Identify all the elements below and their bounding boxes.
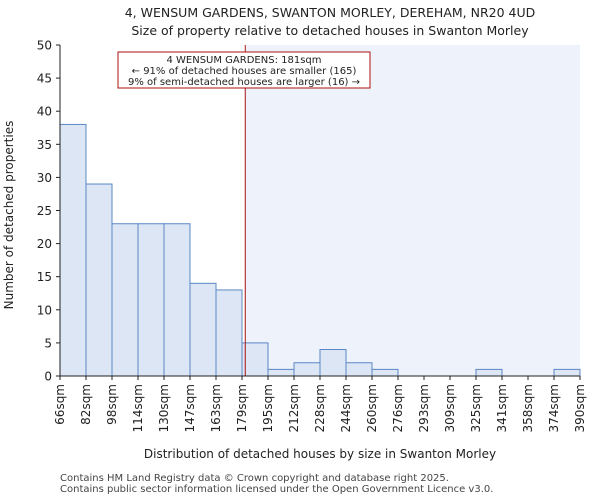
x-tick-label: 260sqm <box>365 384 379 432</box>
x-tick-label: 244sqm <box>339 384 353 432</box>
bar-114sqm <box>137 223 165 377</box>
bar-66sqm <box>59 123 87 377</box>
bar-98sqm <box>111 223 139 377</box>
y-tick-label: 50 <box>37 39 52 53</box>
x-tick-label: 212sqm <box>287 384 301 432</box>
x-tick-label: 276sqm <box>391 384 405 432</box>
bar-260sqm <box>371 368 399 377</box>
annotation-larger: 9% of semi-detached houses are larger (1… <box>128 77 360 88</box>
bars-group <box>59 123 581 377</box>
bar-374sqm <box>553 368 581 377</box>
annotation-box: 4 WENSUM GARDENS: 181sqm ← 91% of detach… <box>117 51 371 89</box>
bar-147sqm <box>189 282 217 377</box>
bar-212sqm <box>293 362 321 377</box>
x-tick-label: 228sqm <box>313 384 327 432</box>
histogram-chart: 4, WENSUM GARDENS, SWANTON MORLEY, DEREH… <box>2 5 587 461</box>
y-tick-label: 40 <box>37 105 52 119</box>
y-tick-label: 30 <box>37 171 52 185</box>
y-tick-label: 10 <box>37 303 52 317</box>
annotation-title: 4 WENSUM GARDENS: 181sqm <box>166 55 321 66</box>
y-tick-label: 35 <box>37 138 52 152</box>
x-ticks: 66sqm 82sqm 98sqm 114sqm 130sqm 147sqm 163sqm 1… <box>53 376 587 432</box>
chart-title: 4, WENSUM GARDENS, SWANTON MORLEY, DEREH… <box>125 5 536 20</box>
x-tick-label: 82sqm <box>79 384 93 425</box>
x-tick-label: 390sqm <box>573 384 587 432</box>
y-tick-label: 15 <box>37 270 52 284</box>
bar-82sqm <box>85 183 113 377</box>
footer-licence: Contains public sector information licen… <box>60 484 494 495</box>
y-axis-label: Number of detached properties <box>2 121 16 310</box>
y-tick-label: 45 <box>37 72 52 86</box>
x-tick-label: 358sqm <box>521 384 535 432</box>
footer-copyright: Contains HM Land Registry data © Crown c… <box>60 473 449 484</box>
annotation-smaller: ← 91% of detached houses are smaller (16… <box>132 66 357 77</box>
x-tick-label: 325sqm <box>469 384 483 432</box>
x-tick-label: 374sqm <box>547 384 561 432</box>
bar-179sqm <box>241 342 269 377</box>
y-tick-label: 25 <box>37 204 52 218</box>
y-tick-label: 20 <box>37 237 52 251</box>
x-tick-label: 163sqm <box>209 384 223 432</box>
y-ticks: 0 5 10 15 20 25 30 35 40 45 50 <box>37 39 60 384</box>
y-tick-label: 5 <box>44 336 52 350</box>
larger-region-shade <box>245 45 580 376</box>
annotation-border <box>117 51 371 89</box>
x-tick-label: 98sqm <box>105 384 119 425</box>
x-tick-label: 195sqm <box>261 384 275 432</box>
chart-subtitle: Size of property relative to detached ho… <box>131 23 529 38</box>
bar-130sqm <box>163 223 191 377</box>
bar-163sqm <box>215 289 243 377</box>
bar-325sqm <box>475 368 503 377</box>
bar-195sqm <box>267 368 295 377</box>
x-tick-label: 179sqm <box>235 384 249 432</box>
x-tick-label: 66sqm <box>53 384 67 425</box>
x-axis-label: Distribution of detached houses by size … <box>144 447 496 461</box>
x-tick-label: 147sqm <box>183 384 197 432</box>
x-tick-label: 114sqm <box>131 384 145 432</box>
x-tick-label: 130sqm <box>157 384 171 432</box>
x-tick-label: 341sqm <box>495 384 509 432</box>
x-tick-label: 293sqm <box>417 384 431 432</box>
bar-244sqm <box>345 362 373 377</box>
y-tick-label: 0 <box>44 370 52 384</box>
x-tick-label: 309sqm <box>443 384 457 432</box>
bar-228sqm <box>319 349 347 377</box>
